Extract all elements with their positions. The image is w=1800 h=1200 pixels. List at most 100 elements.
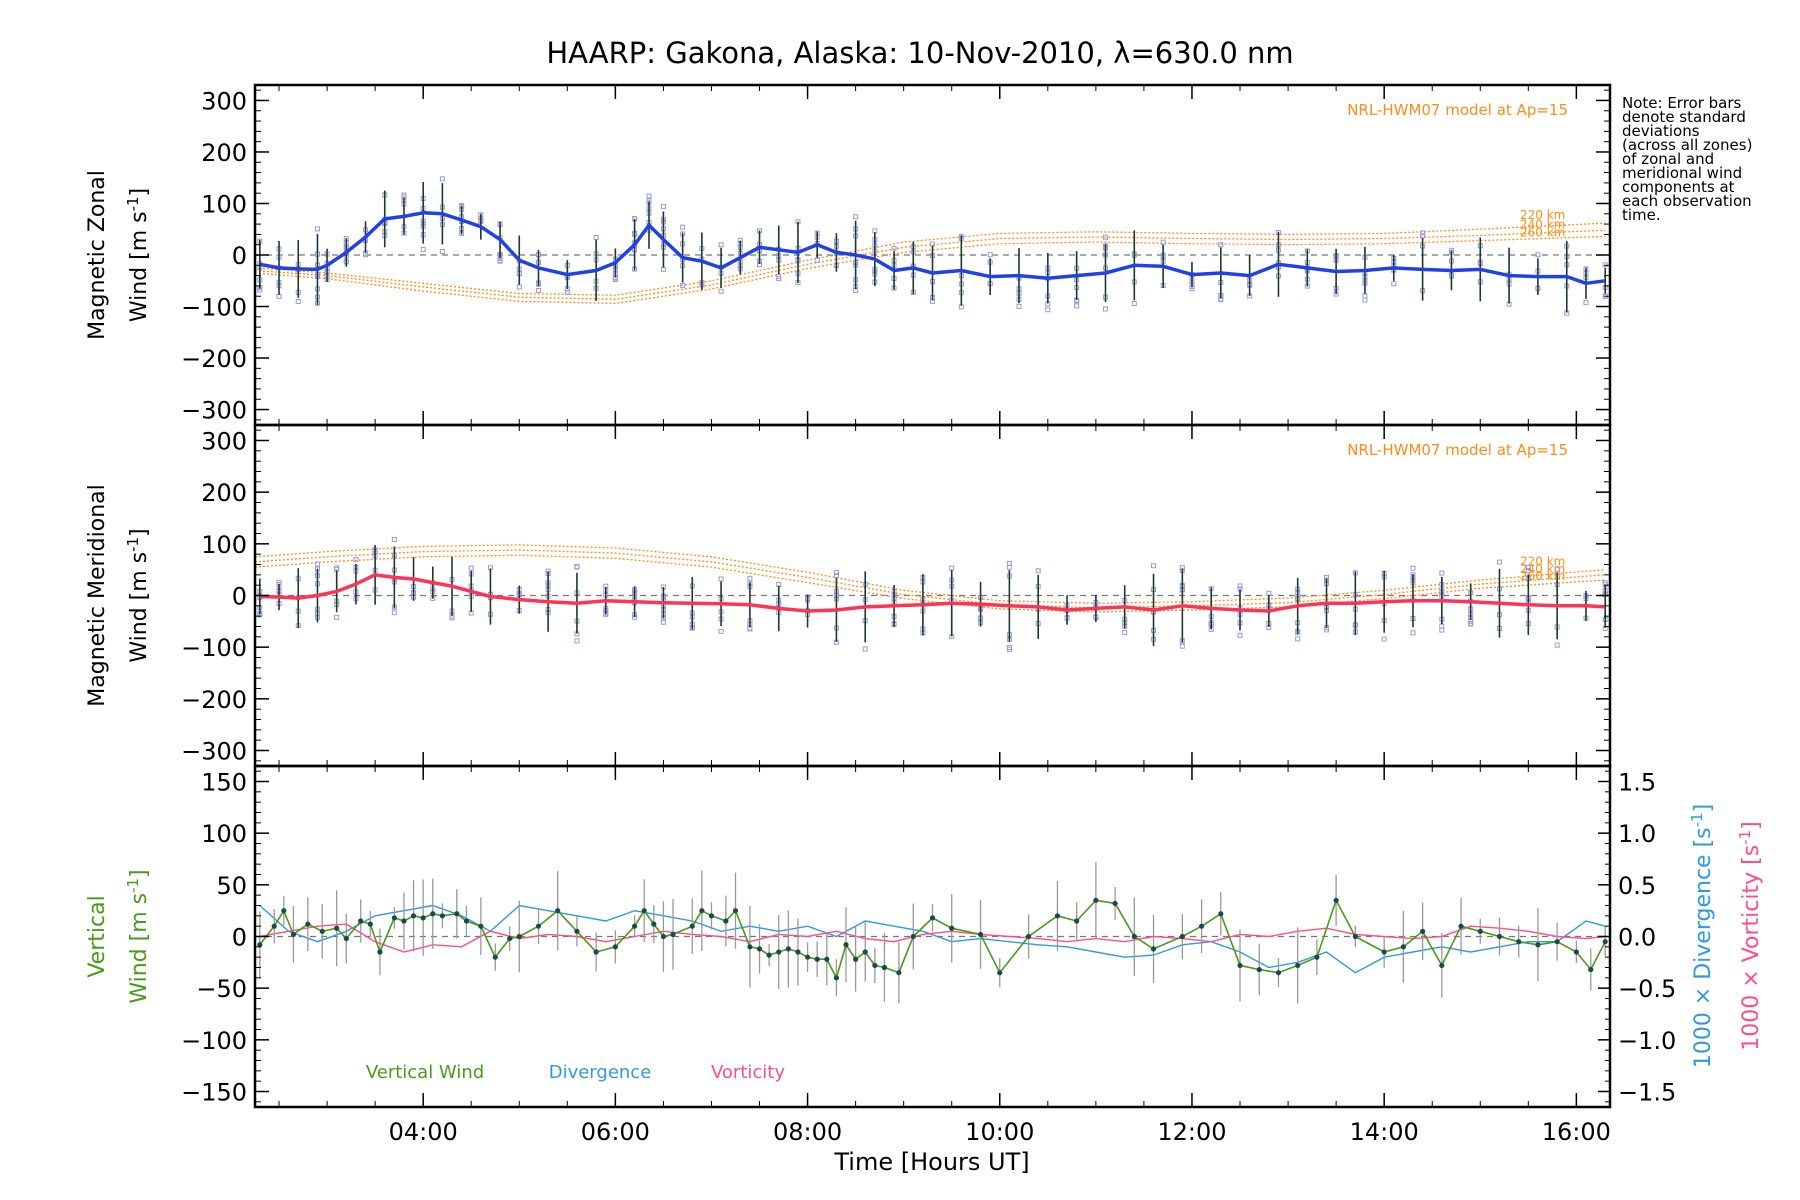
vertical-wind-point [430, 911, 436, 917]
vertical-wind-point [439, 913, 445, 919]
vertical-wind-point [1150, 946, 1157, 952]
vertical-wind-point [824, 956, 830, 962]
y-tick-label: 100 [201, 820, 247, 848]
zone-point [1160, 239, 1166, 245]
model-altitude-label: 240 km [1520, 217, 1565, 231]
note-line: (across all zones) [1622, 136, 1753, 154]
vertical-wind-point [516, 933, 522, 940]
y-tick-label: −100 [181, 294, 247, 322]
zone-point [574, 638, 580, 644]
vertical-wind-point [1218, 911, 1224, 917]
zone-point [497, 258, 503, 264]
y-tick-label: −300 [181, 738, 247, 766]
vertical-wind-point [1314, 954, 1320, 960]
y-axis-label-line1: Vertical [85, 895, 110, 977]
vertical-wind-point [1256, 966, 1262, 973]
zone-point [747, 575, 753, 581]
zone-point [468, 565, 474, 571]
model-altitude-label: 260 km [1520, 225, 1565, 239]
vertical-wind-point [862, 949, 868, 955]
note-line: time. [1622, 206, 1661, 224]
zone-point [1122, 629, 1128, 635]
zone-point [1381, 636, 1387, 642]
legend-entry: Vertical Wind [366, 1062, 484, 1083]
vertical-wind-point [723, 918, 729, 924]
zone-point [295, 299, 301, 305]
model-altitude-label: 240 km [1520, 562, 1565, 576]
zone-point [314, 561, 320, 567]
figure-title: HAARP: Gakona, Alaska: 10-Nov-2010, λ=63… [546, 36, 1293, 70]
x-axis-label: Time [Hours UT] [833, 1148, 1029, 1176]
vertical-wind-point [814, 956, 820, 962]
zone-point [680, 224, 686, 230]
vertical-wind-point [1333, 897, 1339, 903]
vertical-wind-point [1198, 923, 1205, 929]
zone-point [660, 203, 666, 209]
vertical-wind-point [1179, 933, 1185, 940]
vertical-wind-panel: Vertical Wind Divergence Vorticity 1.5 1.0 0.… [85, 764, 1764, 1146]
legend-entry: Divergence [549, 1062, 652, 1083]
y-tick-label: 100 [201, 531, 247, 559]
zone-point [718, 242, 724, 248]
y-tick-label: 200 [201, 479, 247, 507]
y-tick-label: 0 [232, 583, 247, 611]
model-curve-1 [254, 544, 1606, 604]
x-tick-label: 10:00 [965, 1118, 1034, 1146]
vertical-wind-point [1420, 928, 1426, 934]
vertical-wind-point [319, 928, 325, 934]
zone-point [439, 248, 445, 254]
x-tick-label: 08:00 [773, 1118, 842, 1146]
zonal-wind-line [259, 211, 1606, 286]
zone-point [660, 266, 666, 272]
right-tick-label: 0.0 [1618, 924, 1656, 952]
zone-point [646, 193, 652, 199]
zone-point [391, 610, 397, 616]
zone-point [1266, 590, 1272, 596]
vertical-wind-point [766, 952, 772, 958]
zone-point [1102, 234, 1108, 240]
vertical-wind-point [1439, 962, 1445, 969]
zone-point [718, 288, 724, 294]
zone-point [987, 252, 993, 258]
vertical-wind-point [1275, 970, 1282, 976]
model-altitude-label: 260 km [1520, 569, 1565, 583]
vertical-wind-point [785, 946, 791, 952]
vertical-wind-point [1295, 962, 1301, 969]
vertical-wind-point [358, 918, 364, 924]
y-axis-label-line2: Wind [m s-1] [124, 528, 152, 662]
zone-point [1439, 627, 1445, 633]
vertical-wind-point [454, 911, 460, 917]
vertical-wind-point [699, 908, 705, 914]
zone-point [1006, 646, 1012, 652]
model-curve-3 [254, 235, 1606, 305]
zone-point [853, 214, 859, 220]
vertical-wind-point [612, 944, 618, 950]
zone-point [574, 564, 580, 570]
zone-point [891, 245, 897, 251]
zone-point [1468, 621, 1474, 627]
legend-entry: Vorticity [711, 1062, 785, 1083]
vertical-wind-point [929, 915, 936, 921]
vertical-wind-point [478, 923, 484, 929]
zone-point [334, 565, 340, 571]
zone-point [1525, 568, 1531, 574]
zone-point [833, 572, 839, 578]
y-axis-label-line2: Wind [m s-1] [124, 869, 152, 1003]
vertical-wind-point [1516, 939, 1522, 945]
vertical-wind-point [853, 956, 859, 962]
right-tick-label: −0.5 [1618, 975, 1676, 1003]
zone-point [1439, 623, 1445, 629]
model-curve-3 [254, 554, 1606, 613]
zone-point [334, 614, 340, 620]
zone-point [862, 646, 868, 652]
vertical-wind-point [660, 933, 667, 940]
vertical-wind-point [1554, 939, 1560, 945]
vertical-wind-point [555, 908, 561, 914]
vertical-wind-point [631, 923, 638, 929]
vertical-wind-point [334, 925, 340, 931]
zone-point [535, 287, 541, 293]
zone-point [420, 246, 426, 252]
zone-point [660, 619, 666, 625]
zone-point [1237, 632, 1243, 638]
